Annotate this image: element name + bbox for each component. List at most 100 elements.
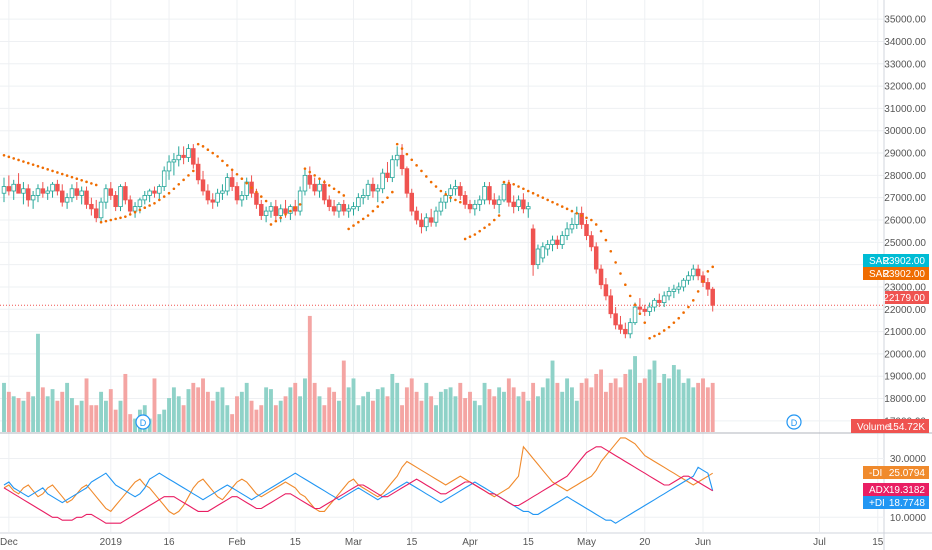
candle[interactable] <box>579 206 584 229</box>
candle[interactable] <box>171 153 177 176</box>
candle[interactable] <box>166 155 172 180</box>
candle[interactable] <box>526 202 531 218</box>
candle[interactable] <box>613 307 618 330</box>
candle[interactable] <box>326 195 332 212</box>
candle[interactable] <box>385 161 390 183</box>
candle[interactable] <box>404 166 410 198</box>
candle[interactable] <box>346 204 351 218</box>
volume-pane[interactable] <box>2 315 715 432</box>
candle[interactable] <box>132 202 138 218</box>
candle[interactable] <box>589 231 594 252</box>
candle[interactable] <box>428 208 434 227</box>
candle[interactable] <box>6 175 12 196</box>
candle[interactable] <box>268 202 274 218</box>
candle[interactable] <box>356 193 361 212</box>
candle[interactable] <box>244 177 249 200</box>
candle[interactable] <box>424 213 429 232</box>
candle[interactable] <box>555 235 560 250</box>
candle[interactable] <box>200 170 206 196</box>
candle[interactable] <box>210 193 215 209</box>
candle[interactable] <box>550 235 555 252</box>
candle[interactable] <box>370 177 376 198</box>
candle[interactable] <box>263 206 269 223</box>
candle[interactable] <box>365 179 371 200</box>
candle[interactable] <box>710 286 715 312</box>
candle[interactable] <box>50 182 55 198</box>
candle[interactable] <box>259 199 264 220</box>
candle[interactable] <box>458 182 463 200</box>
candle[interactable] <box>16 173 21 194</box>
candle[interactable] <box>438 197 444 216</box>
candle[interactable] <box>229 168 235 191</box>
candle[interactable] <box>623 322 628 339</box>
candle[interactable] <box>1 177 7 203</box>
candle[interactable] <box>448 184 453 203</box>
time-axis[interactable]: Dec 2019 16 Feb 15 Mar 15 Apr 15 May 20 Jun Jul 15 <box>0 537 884 548</box>
candle[interactable] <box>108 182 114 200</box>
candle[interactable] <box>127 195 133 216</box>
candle[interactable] <box>462 190 468 209</box>
candle[interactable] <box>501 182 507 203</box>
candle[interactable] <box>336 202 342 218</box>
candle[interactable] <box>186 144 191 162</box>
candle[interactable] <box>569 217 575 234</box>
candle[interactable] <box>302 168 308 196</box>
candle[interactable] <box>419 213 424 234</box>
candle[interactable] <box>45 186 50 200</box>
candle[interactable] <box>98 197 104 223</box>
candle[interactable] <box>676 282 681 294</box>
candle[interactable] <box>559 231 565 250</box>
candle[interactable] <box>487 182 492 205</box>
candle[interactable] <box>79 186 84 205</box>
candle[interactable] <box>545 240 550 256</box>
candle[interactable] <box>161 166 167 191</box>
candle[interactable] <box>152 186 157 198</box>
candle[interactable] <box>530 224 536 276</box>
candle[interactable] <box>686 271 691 285</box>
candle[interactable] <box>414 206 419 225</box>
candle[interactable] <box>317 179 322 198</box>
candle[interactable] <box>496 195 502 214</box>
candle[interactable] <box>574 206 580 229</box>
candle[interactable] <box>433 206 439 227</box>
candle[interactable] <box>307 166 313 189</box>
candle[interactable] <box>239 190 245 207</box>
candle[interactable] <box>331 199 337 216</box>
candle[interactable] <box>627 318 633 339</box>
candle[interactable] <box>409 188 414 216</box>
candle[interactable] <box>618 315 623 334</box>
candle[interactable] <box>351 202 356 216</box>
candle[interactable] <box>516 195 521 212</box>
candle[interactable] <box>74 182 80 200</box>
candle[interactable] <box>147 188 152 203</box>
candle[interactable] <box>191 144 196 169</box>
candle[interactable] <box>60 184 65 207</box>
candle[interactable] <box>312 177 317 196</box>
candle[interactable] <box>375 184 381 203</box>
candle[interactable] <box>681 278 686 292</box>
candle[interactable] <box>215 188 220 207</box>
dividend-marker-2[interactable]: D <box>786 414 802 430</box>
candle[interactable] <box>540 242 546 263</box>
candle[interactable] <box>123 182 128 205</box>
candle[interactable] <box>642 304 647 316</box>
candle[interactable] <box>695 264 701 281</box>
candle[interactable] <box>89 197 94 216</box>
candle[interactable] <box>297 186 303 216</box>
candle[interactable] <box>564 222 570 241</box>
candle[interactable] <box>467 199 473 214</box>
candle[interactable] <box>278 204 283 223</box>
candle[interactable] <box>603 278 609 301</box>
candle[interactable] <box>632 302 638 325</box>
candle[interactable] <box>492 193 497 209</box>
candle[interactable] <box>273 199 279 220</box>
candle[interactable] <box>157 184 162 200</box>
candle[interactable] <box>11 179 16 200</box>
candle[interactable] <box>637 298 643 314</box>
candle[interactable] <box>394 146 400 167</box>
candle[interactable] <box>40 182 46 198</box>
candle[interactable] <box>234 182 240 205</box>
candle[interactable] <box>360 188 366 205</box>
candle[interactable] <box>93 199 99 223</box>
candle[interactable] <box>341 199 347 216</box>
